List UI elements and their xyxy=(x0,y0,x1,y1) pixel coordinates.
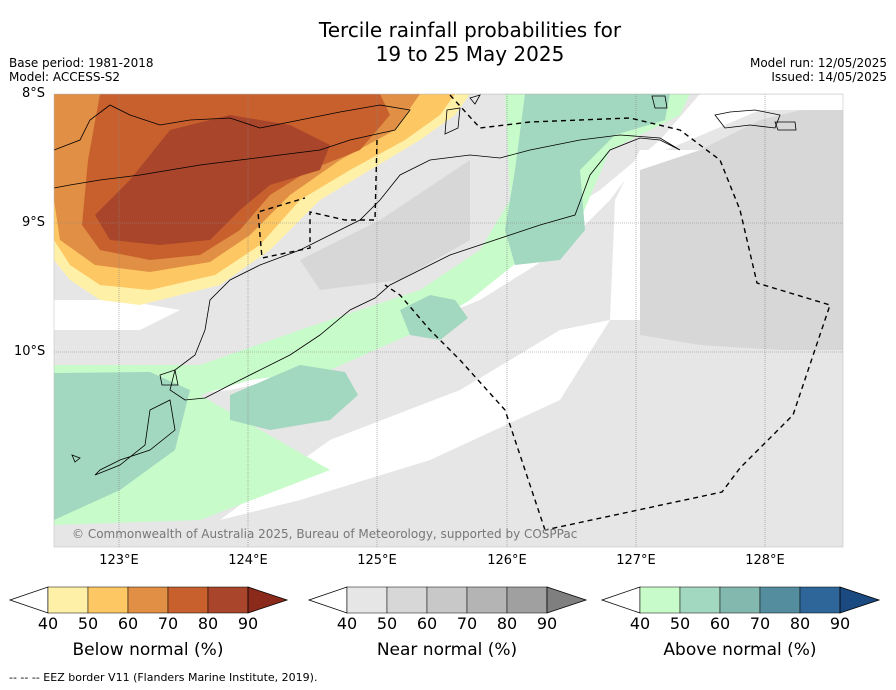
coastlines xyxy=(54,94,797,476)
title-line-1: Tercile rainfall probabilities for xyxy=(318,18,622,42)
white-band-3 xyxy=(610,150,700,320)
above-tick: 50 xyxy=(669,614,691,633)
meta-left: Base period: 1981-2018 Model: ACCESS-S2 xyxy=(9,56,154,84)
above-normal-50-southwest xyxy=(54,372,190,520)
eez-footnote: -- -- -- EEZ border V11 (Flanders Marine… xyxy=(9,671,318,684)
lat-label-9s: 9°S xyxy=(22,215,46,230)
above-tick: 80 xyxy=(789,614,811,633)
map-frame xyxy=(53,93,844,548)
below-tick: 90 xyxy=(237,614,259,633)
below-tick: 80 xyxy=(197,614,219,633)
above-tick: 40 xyxy=(629,614,651,633)
above-normal-title: Above normal (%) xyxy=(663,640,817,660)
issued-date: Issued: 14/05/2025 xyxy=(771,70,887,84)
above-normal-50-north xyxy=(505,94,670,265)
below-tick: 50 xyxy=(77,614,99,633)
below-tick: 60 xyxy=(117,614,139,633)
near-tick: 70 xyxy=(456,614,478,633)
base-period: Base period: 1981-2018 xyxy=(9,56,154,70)
above-tick: 70 xyxy=(749,614,771,633)
title-line-2: 19 to 25 May 2025 xyxy=(375,42,565,66)
near-normal-50-center xyxy=(300,160,470,290)
below-normal-title: Below normal (%) xyxy=(72,640,224,660)
below-tick: 70 xyxy=(157,614,179,633)
near-normal-title: Near normal (%) xyxy=(376,640,518,660)
lon-label-123e: 123°E xyxy=(99,553,139,568)
above-normal-50-south xyxy=(230,365,358,430)
lon-label-124e: 124°E xyxy=(228,553,268,568)
lon-label-126e: 126°E xyxy=(487,553,527,568)
lat-label-10s: 10°S xyxy=(14,344,46,359)
near-tick: 90 xyxy=(536,614,558,633)
near-tick: 80 xyxy=(496,614,518,633)
above-tick: 90 xyxy=(829,614,851,633)
below-tick: 40 xyxy=(37,614,59,633)
meta-right: Model run: 12/05/2025 Issued: 14/05/2025 xyxy=(750,56,887,84)
near-tick: 40 xyxy=(336,614,358,633)
above-tick: 60 xyxy=(709,614,731,633)
colorbar-near xyxy=(307,586,588,614)
model-run: Model run: 12/05/2025 xyxy=(749,56,887,70)
below-normal-80 xyxy=(95,115,330,245)
near-tick: 60 xyxy=(416,614,438,633)
lat-label-8s: 8°S xyxy=(22,86,46,101)
lon-label-128e: 128°E xyxy=(745,553,785,568)
lon-label-125e: 125°E xyxy=(357,553,397,568)
map-area: © Commonwealth of Australia 2025, Bureau… xyxy=(54,94,843,547)
map-title: Tercile rainfall probabilities for 19 to… xyxy=(0,18,896,66)
model-name: Model: ACCESS-S2 xyxy=(9,70,121,84)
colorbar-above xyxy=(600,586,881,614)
white-band-2 xyxy=(54,300,180,330)
gridlines xyxy=(54,94,843,547)
copyright-text: © Commonwealth of Australia 2025, Bureau… xyxy=(72,527,577,541)
colorbar-below xyxy=(8,586,289,614)
lon-label-127e: 127°E xyxy=(616,553,656,568)
eez-border xyxy=(257,94,831,531)
above-normal-50-mid xyxy=(400,295,468,340)
near-tick: 50 xyxy=(376,614,398,633)
near-normal-50-east xyxy=(640,100,843,350)
